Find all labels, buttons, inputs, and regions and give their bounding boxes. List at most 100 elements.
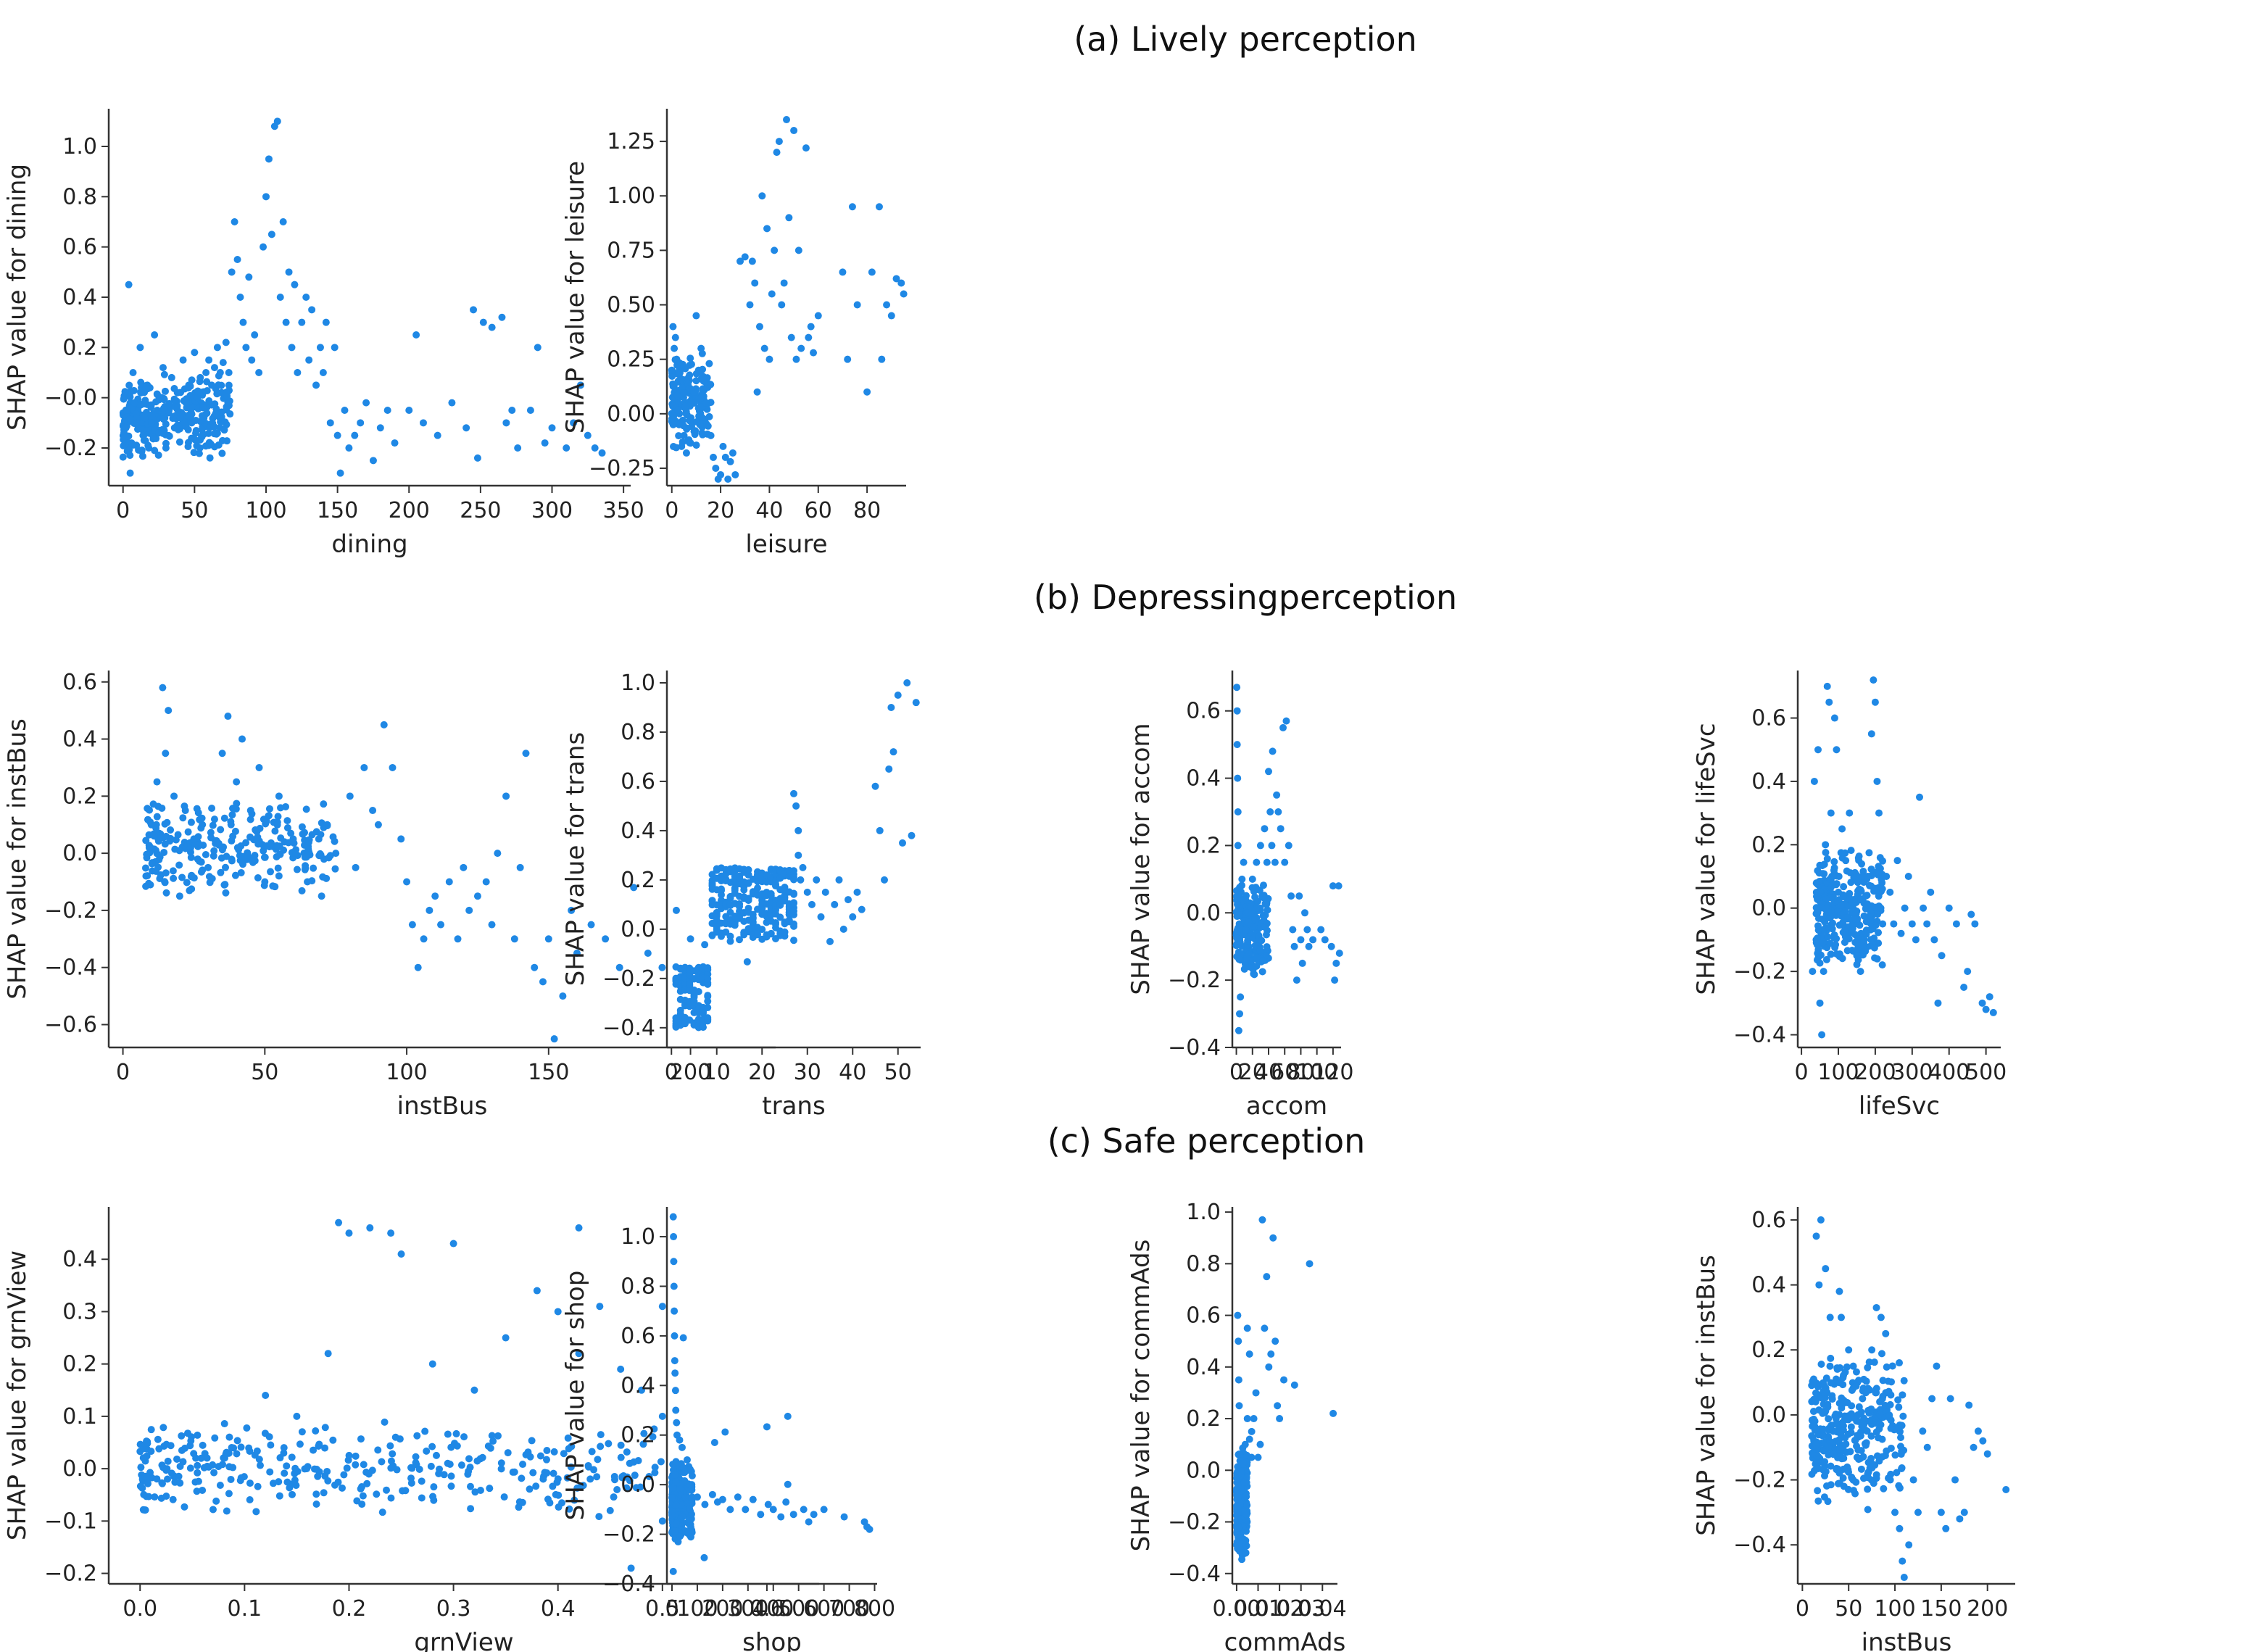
scatter-point xyxy=(1814,926,1822,934)
scatter-point xyxy=(1306,1260,1314,1268)
scatter-point xyxy=(418,1477,426,1485)
scatter-point xyxy=(125,415,133,423)
scatter-point xyxy=(1887,1391,1895,1399)
scatter-point xyxy=(162,750,170,757)
scatter-point xyxy=(868,268,876,276)
scatter-point xyxy=(797,876,805,884)
scatter-points xyxy=(141,684,751,1043)
scatter-point xyxy=(1243,1415,1251,1423)
scatter-point xyxy=(1870,1479,1878,1487)
scatter-point xyxy=(1282,717,1290,725)
scatter-point xyxy=(1909,1476,1917,1484)
scatter-point xyxy=(170,874,178,882)
scatter-point xyxy=(1827,1462,1835,1470)
scatter-point xyxy=(908,831,916,839)
scatter-point xyxy=(473,892,481,900)
scatter-point xyxy=(763,1423,771,1431)
scatter-point xyxy=(1820,1493,1828,1501)
scatter-point xyxy=(1847,847,1855,855)
scatter-point xyxy=(142,872,150,880)
scatter-point xyxy=(758,192,766,200)
scatter-point xyxy=(1248,875,1256,883)
scatter-point xyxy=(1331,976,1339,984)
scatter-point xyxy=(610,1493,618,1501)
scatter-point xyxy=(749,918,757,926)
scatter-point xyxy=(216,1481,224,1489)
x-axis-label: grnView xyxy=(414,1628,513,1652)
scatter-point xyxy=(790,889,797,897)
scatter-point xyxy=(899,839,906,847)
scatter-point xyxy=(1893,1469,1901,1477)
scatter-point xyxy=(676,1485,684,1493)
scatter-point xyxy=(465,1455,473,1463)
scatter-point xyxy=(1234,1493,1242,1501)
scatter-point xyxy=(245,273,253,281)
x-tick-label: 500 xyxy=(1965,1060,2007,1085)
scatter-point xyxy=(1843,1398,1851,1406)
scatter-point xyxy=(276,294,284,301)
scatter-point xyxy=(694,988,702,996)
y-tick-label: 0.0 xyxy=(1186,900,1221,926)
scatter-point xyxy=(858,905,866,913)
scatter-point xyxy=(705,360,713,368)
scatter-point xyxy=(210,815,218,823)
scatter-point xyxy=(321,1424,329,1432)
scatter-point xyxy=(1830,714,1838,722)
scatter-point xyxy=(121,388,129,396)
scatter-point xyxy=(435,1469,443,1477)
y-tick-label: 0.0 xyxy=(62,841,97,866)
scatter-points xyxy=(1808,1216,2010,1582)
scatter-point xyxy=(335,1219,343,1226)
scatter-point xyxy=(188,419,196,427)
scatter-point xyxy=(125,281,133,289)
scatter-point xyxy=(1811,1422,1819,1430)
scatter-point xyxy=(1875,863,1883,871)
scatter-point xyxy=(1933,1362,1941,1370)
scatter-point xyxy=(178,1432,186,1440)
scatter-point xyxy=(210,430,218,438)
y-tick-label: 0.8 xyxy=(621,720,655,745)
scatter-point xyxy=(1244,937,1252,945)
y-tick-label: 0.2 xyxy=(62,784,97,809)
scatter-point xyxy=(1872,1303,1880,1311)
scatter-point xyxy=(215,441,223,449)
scatter-point xyxy=(145,842,153,850)
scatter-point xyxy=(810,349,818,357)
scatter-point xyxy=(283,817,291,825)
scatter-point xyxy=(704,992,712,1000)
scatter-point xyxy=(343,1464,351,1472)
scatter-point xyxy=(1867,1406,1875,1414)
scatter-point xyxy=(734,1493,742,1501)
x-tick-label: 40 xyxy=(755,498,783,523)
scatter-point xyxy=(288,344,296,352)
scatter-point xyxy=(502,792,510,800)
scatter-point xyxy=(267,1441,275,1449)
scatter-point xyxy=(150,832,158,840)
scatter-point xyxy=(673,391,681,399)
scatter-point xyxy=(671,1307,679,1315)
scatter-point xyxy=(1865,849,1873,857)
scatter-point xyxy=(514,444,522,452)
scatter-point xyxy=(288,1490,296,1498)
scatter-point xyxy=(432,1451,440,1459)
panel-instBus_c: 0 50 100 150 200 −0.4 −0.2 0.0 0.2 0.4 0.6 instBus S… xyxy=(1692,1207,2015,1652)
scatter-point xyxy=(465,1467,473,1475)
scatter-point xyxy=(690,388,698,396)
y-axis-label: SHAP value for shop xyxy=(561,1271,590,1521)
scatter-point xyxy=(1960,1508,1968,1516)
scatter-point xyxy=(488,323,496,331)
scatter-point xyxy=(1873,777,1881,785)
scatter-point xyxy=(1971,920,1979,928)
scatter-point xyxy=(543,1456,551,1464)
scatter-point xyxy=(187,818,195,826)
scatter-point xyxy=(718,932,725,940)
y-axis-label: SHAP value for lifeSvc xyxy=(1692,723,1721,995)
scatter-point xyxy=(591,444,599,452)
scatter-point xyxy=(670,1282,678,1290)
scatter-point xyxy=(1253,953,1261,961)
scatter-point xyxy=(359,1492,367,1500)
y-tick-label: 1.25 xyxy=(607,129,655,154)
scatter-point xyxy=(316,344,324,352)
scatter-point xyxy=(199,1486,207,1494)
